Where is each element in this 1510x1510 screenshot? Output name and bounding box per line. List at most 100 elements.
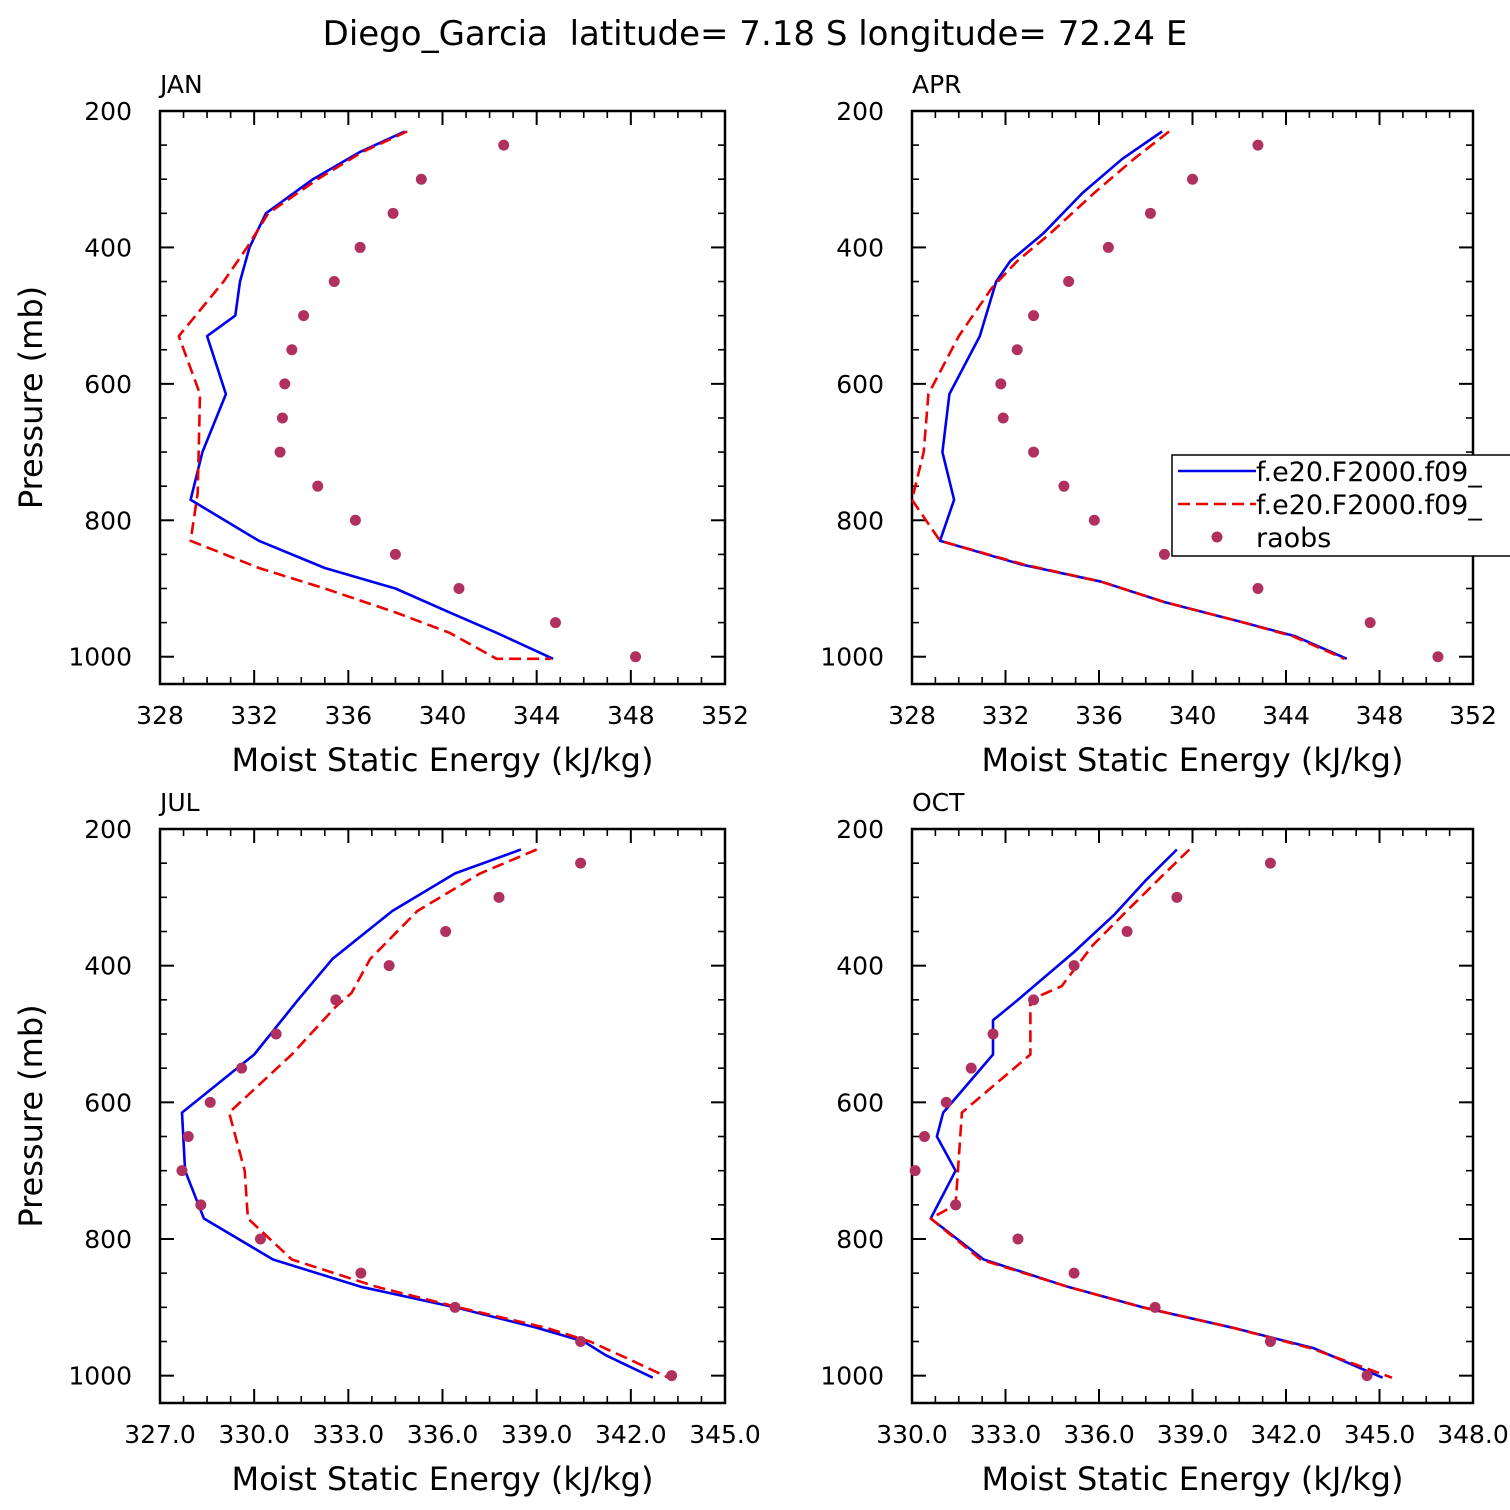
y-tick-label: 600 bbox=[84, 1088, 132, 1117]
panel-label: JAN bbox=[158, 70, 203, 99]
plot-frame bbox=[910, 827, 1475, 1405]
x-tick-label: 328 bbox=[888, 701, 936, 730]
raobs-point bbox=[440, 926, 452, 937]
y-tick-label: 600 bbox=[836, 1088, 884, 1117]
raobs-point bbox=[1063, 276, 1075, 288]
x-tick-label: 342.0 bbox=[1250, 1420, 1322, 1449]
plot-frame bbox=[158, 109, 727, 686]
x-tick-label: 330.0 bbox=[876, 1420, 948, 1449]
raobs-point bbox=[279, 378, 291, 390]
legend: f.e20.F2000.f09_f.e20.F2000.f09_raobs bbox=[1171, 454, 1510, 557]
x-axis-title: Moist Static Energy (kJ/kg) bbox=[232, 1460, 654, 1498]
raobs-point bbox=[236, 1062, 248, 1074]
legend-label: f.e20.F2000.f09_ bbox=[1256, 490, 1482, 521]
y-tick-label: 400 bbox=[836, 952, 884, 981]
x-tick-label: 327.0 bbox=[124, 1420, 196, 1449]
x-tick-label: 330.0 bbox=[218, 1420, 290, 1449]
x-tick-label: 332 bbox=[230, 701, 278, 730]
y-axis-title: Pressure (mb) bbox=[12, 1004, 50, 1227]
raobs-point bbox=[965, 1062, 977, 1074]
y-tick-label: 800 bbox=[836, 1225, 884, 1254]
figure-title: Diego_Garcia latitude= 7.18 S longitude=… bbox=[323, 14, 1188, 54]
raobs-point bbox=[176, 1165, 188, 1177]
x-tick-label: 348 bbox=[1356, 701, 1404, 730]
model-dashed-line bbox=[910, 130, 1345, 660]
x-tick-label: 352 bbox=[701, 701, 749, 730]
raobs-point bbox=[1158, 548, 1170, 560]
panel-label: OCT bbox=[912, 788, 965, 817]
raobs-point bbox=[286, 344, 298, 356]
x-tick-label: 344 bbox=[1262, 701, 1310, 730]
raobs-point bbox=[1028, 994, 1040, 1006]
model-dashed-line bbox=[227, 848, 670, 1379]
raobs-point bbox=[575, 1336, 587, 1347]
raobs-point bbox=[355, 1267, 367, 1279]
raobs-point bbox=[298, 310, 310, 322]
raobs-point bbox=[415, 173, 427, 185]
raobs-point bbox=[997, 412, 1009, 424]
raobs-point bbox=[1264, 1336, 1276, 1347]
legend-label: f.e20.F2000.f09_ bbox=[1256, 457, 1482, 488]
y-tick-label: 200 bbox=[84, 815, 132, 844]
raobs-point bbox=[1102, 241, 1114, 253]
plot-frame bbox=[158, 827, 727, 1405]
raobs-point bbox=[1068, 960, 1080, 972]
raobs-point bbox=[1252, 583, 1264, 594]
raobs-point bbox=[389, 548, 401, 560]
raobs-point bbox=[387, 207, 399, 219]
x-tick-label: 339.0 bbox=[501, 1420, 573, 1449]
raobs-point bbox=[270, 1028, 282, 1040]
panel-label: JUL bbox=[158, 788, 200, 817]
y-tick-label: 800 bbox=[84, 1225, 132, 1254]
y-tick-label: 1000 bbox=[820, 643, 884, 672]
y-axis-title: Pressure (mb) bbox=[12, 286, 50, 509]
raobs-point bbox=[1012, 1233, 1024, 1245]
y-tick-label: 400 bbox=[84, 952, 132, 981]
x-tick-label: 339.0 bbox=[1157, 1420, 1229, 1449]
x-tick-label: 344 bbox=[513, 701, 561, 730]
raobs-point bbox=[1187, 173, 1198, 185]
x-tick-label: 352 bbox=[1449, 701, 1497, 730]
x-axis-title: Moist Static Energy (kJ/kg) bbox=[982, 741, 1404, 779]
model-solid-line bbox=[938, 130, 1348, 660]
raobs-point bbox=[918, 1131, 930, 1142]
raobs-point bbox=[182, 1131, 194, 1142]
raobs-point bbox=[995, 378, 1007, 390]
plot-frame bbox=[910, 109, 1475, 686]
raobs-point bbox=[1264, 857, 1276, 869]
y-tick-label: 200 bbox=[836, 815, 884, 844]
raobs-point bbox=[349, 514, 361, 526]
y-tick-label: 1000 bbox=[68, 643, 132, 672]
raobs-point bbox=[1068, 1267, 1080, 1279]
y-tick-label: 800 bbox=[836, 506, 884, 535]
x-tick-label: 348 bbox=[607, 701, 655, 730]
raobs-point bbox=[276, 412, 288, 424]
panel-oct: OCT 330.0 333.0 336.0 339.0 342.0 345.0 348.0 20… bbox=[820, 788, 1508, 1498]
y-tick-label: 400 bbox=[836, 233, 884, 262]
raobs-point bbox=[550, 617, 561, 629]
raobs-point bbox=[498, 139, 510, 151]
x-tick-label: 340 bbox=[1169, 701, 1217, 730]
y-tick-label: 200 bbox=[836, 97, 884, 126]
raobs-point bbox=[1171, 891, 1183, 903]
raobs-point bbox=[453, 583, 465, 594]
x-tick-label: 345.0 bbox=[1344, 1420, 1416, 1449]
raobs-point bbox=[1088, 514, 1100, 526]
raobs-point bbox=[1432, 651, 1444, 663]
model-dashed-line bbox=[177, 130, 551, 661]
raobs-point bbox=[274, 446, 286, 458]
model-dashed-line bbox=[929, 848, 1393, 1379]
model-solid-line bbox=[180, 848, 654, 1379]
raobs-point bbox=[909, 1165, 921, 1177]
raobs-point bbox=[1058, 480, 1070, 492]
panel-label: APR bbox=[912, 70, 962, 99]
panel-jan: JAN 328 332 336 340 344 348 352 200 400 600 800 1000… bbox=[12, 70, 749, 779]
raobs-point bbox=[204, 1096, 216, 1108]
raobs-point bbox=[1361, 1370, 1373, 1382]
x-tick-label: 336 bbox=[324, 701, 372, 730]
raobs-point bbox=[1011, 344, 1023, 356]
x-tick-label: 348.0 bbox=[1437, 1420, 1509, 1449]
raobs-point bbox=[1364, 617, 1376, 629]
legend-marker-raobs bbox=[1211, 531, 1223, 543]
